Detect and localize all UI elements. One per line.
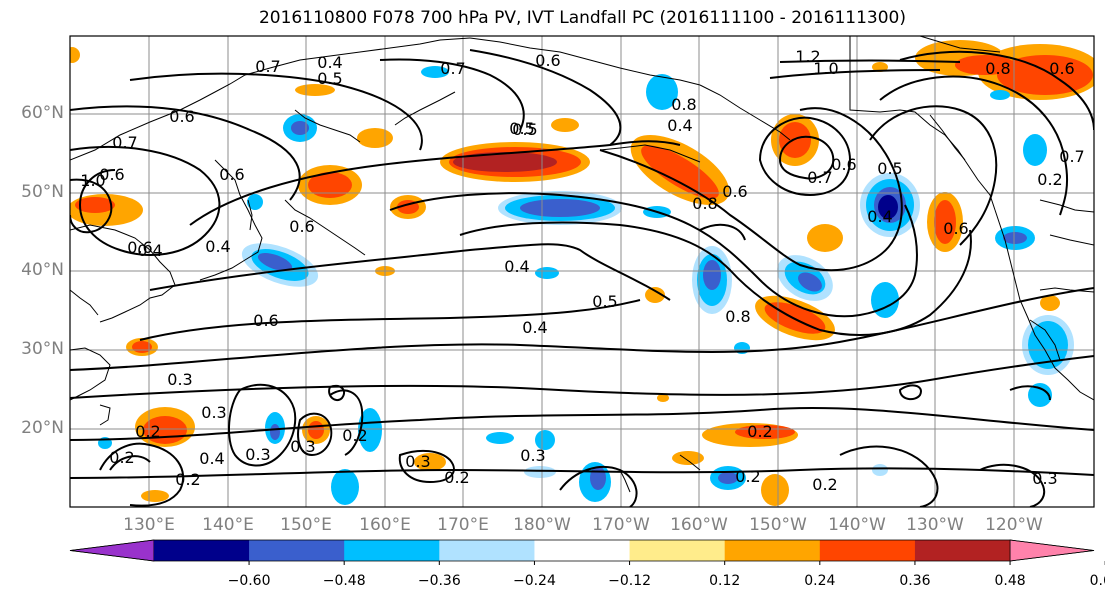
map-panel: 0.70.40.50.70.60.50.61.21.00.80.60.71.00…: [70, 36, 1094, 507]
contour-label: 0.6: [127, 238, 152, 257]
contour-label: 0.4: [205, 237, 230, 256]
contour-label: 0.6: [253, 311, 278, 330]
colorbar: [69, 539, 1105, 565]
colorbar-tick-label: 0.36: [899, 573, 931, 589]
contour-label: 0.6: [722, 182, 747, 201]
colorbar-tick-label: −0.48: [322, 573, 366, 589]
contour-label: 0.4: [867, 207, 892, 226]
contour-label: 0.6: [99, 165, 124, 184]
contour-label: 0.8: [725, 307, 750, 326]
contour-labels: 0.70.40.50.70.60.50.61.21.00.80.60.71.00…: [80, 47, 1084, 494]
colorbar-tick-label: −0.36: [417, 573, 461, 589]
contour-label: 0.7: [112, 133, 137, 152]
longitude-label: 150°E: [280, 515, 332, 535]
contour-label: 0.3: [1032, 469, 1057, 488]
contour-label: 1.0: [813, 59, 838, 78]
contour-label: 0.2: [175, 470, 200, 489]
contour-label: 0.8: [671, 95, 696, 114]
contour-label: 0.3: [167, 370, 192, 389]
contour-label: 0.4: [504, 257, 529, 276]
contour-label: 0.6: [831, 155, 856, 174]
contour-label: 0.5: [512, 120, 537, 139]
contour-label: 0.2: [444, 468, 469, 487]
longitude-label: 160°W: [670, 515, 728, 535]
contour-label: 0.8: [985, 59, 1010, 78]
graticule: [70, 36, 1094, 507]
longitude-label: 170°W: [592, 515, 650, 535]
longitude-label: 160°E: [359, 515, 411, 535]
latitude-label: 60°N: [21, 103, 64, 123]
contour-label: 0.2: [1037, 170, 1062, 189]
colorbar-tick-label: −0.12: [608, 573, 652, 589]
contour-label: 0.6: [943, 219, 968, 238]
contour-label: 0.6: [1049, 59, 1074, 78]
contour-label: 0.6: [289, 217, 314, 236]
contour-label: 0.6: [169, 107, 194, 126]
latitude-label: 30°N: [21, 339, 64, 359]
colorbar-tick-label: 0.24: [804, 573, 836, 589]
contour-label: 1.0: [80, 171, 105, 190]
contour-label: 0.3: [290, 437, 315, 456]
contour-label: 0.4: [522, 318, 547, 337]
longitude-label: 150°W: [749, 515, 807, 535]
contour-label: 0.3: [405, 452, 430, 471]
contour-label: 0.5: [317, 69, 342, 88]
contour-label: 0.2: [342, 426, 367, 445]
contour-label: 0.5: [592, 292, 617, 311]
contour-label: 0.4: [667, 116, 692, 135]
contour-label: 0.7: [807, 168, 832, 187]
longitude-label: 130°W: [906, 515, 964, 535]
contour-label: 0.5: [877, 159, 902, 178]
contour-label: 0.2: [135, 422, 160, 441]
longitude-label: 130°E: [123, 515, 175, 535]
contour-label: 0.5: [509, 119, 534, 138]
contour-label: 0.2: [109, 448, 134, 467]
contour-label: 0.3: [245, 445, 270, 464]
coastlines: [70, 36, 1094, 493]
contour-label: 0.4: [199, 449, 224, 468]
contour-label: 0.4: [317, 53, 342, 72]
contour-label: 0.3: [520, 446, 545, 465]
longitude-label: 180°W: [513, 515, 571, 535]
contour-label: 0.7: [440, 59, 465, 78]
latitude-label: 40°N: [21, 260, 64, 280]
contour-label: 0.2: [747, 422, 772, 441]
map-frame: [69, 35, 1095, 508]
colorbar-tick-label: −0.24: [512, 573, 556, 589]
pv-contours: [70, 49, 1094, 507]
contour-label: 0.8: [692, 194, 717, 213]
contour-label: 0.7: [255, 57, 280, 76]
latitude-label: 50°N: [21, 182, 64, 202]
longitude-label: 140°W: [828, 515, 886, 535]
longitude-label: 120°W: [985, 515, 1043, 535]
contour-label: 0.7: [1059, 147, 1084, 166]
contour-label: 0.4: [137, 241, 162, 260]
colorbar-tick-label: 0.12: [709, 573, 741, 589]
longitude-label: 170°E: [437, 515, 489, 535]
contour-label: 0.6: [219, 165, 244, 184]
contour-label: 0.3: [201, 403, 226, 422]
contour-label: 0.2: [812, 475, 837, 494]
contour-label: 0.6: [535, 51, 560, 70]
latitude-label: 20°N: [21, 418, 64, 438]
colorbar-tick-label: 0.48: [994, 573, 1026, 589]
colorbar-tick-label: 0.60: [1089, 573, 1105, 589]
longitude-label: 140°E: [202, 515, 254, 535]
contour-label: 1.2: [795, 47, 820, 66]
plot-title: 2016110800 F078 700 hPa PV, IVT Landfall…: [258, 8, 906, 28]
colorbar-tick-label: −0.60: [227, 573, 271, 589]
contour-label: 0.2: [735, 467, 760, 486]
